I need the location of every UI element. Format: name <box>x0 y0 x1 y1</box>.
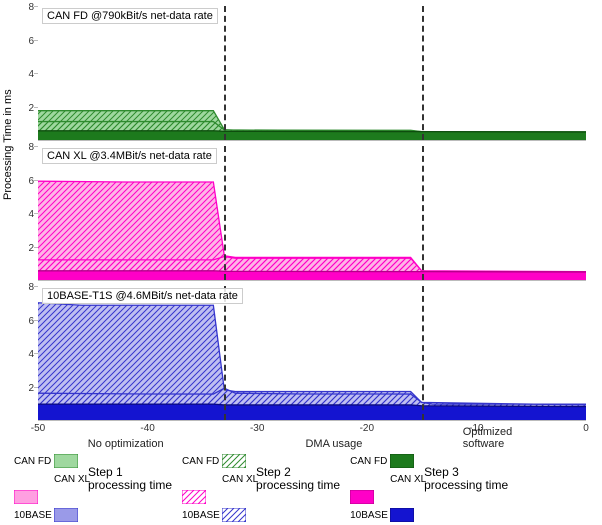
legend-swatch <box>390 454 414 468</box>
legend-swatch <box>222 508 246 522</box>
x-tick-label: -30 <box>250 423 264 434</box>
chart-panel: 2468 10BASE-T1S @4.6MBit/s net-data rate… <box>38 286 586 421</box>
y-tick-label: 2 <box>22 383 34 394</box>
y-tick-label: 2 <box>22 243 34 254</box>
legend-protocol-label: CAN FD <box>350 456 388 467</box>
panel-title: CAN FD @790kBit/s net-data rate <box>42 8 218 24</box>
legend-step-label: Step 1processing time <box>88 466 172 492</box>
legend-protocol-label: 10BASE <box>14 510 52 521</box>
legend-step-label: Step 2processing time <box>256 466 340 492</box>
y-tick-label: 6 <box>22 36 34 47</box>
panel-title: CAN XL @3.4MBit/s net-data rate <box>42 148 217 164</box>
x-tick-label: -50 <box>31 423 45 434</box>
legend-protocol-label: CAN XL <box>390 474 418 485</box>
chart-panel: 2468 CAN FD @790kBit/s net-data rate <box>38 6 586 141</box>
phase-label: DMA usage <box>305 438 362 450</box>
legend-column: CAN FD CAN XL 10BASE Step 2processing ti… <box>182 452 340 524</box>
phase-divider <box>224 6 226 140</box>
legend-protocol-label: 10BASE <box>182 510 220 521</box>
y-tick-label: 8 <box>22 142 34 153</box>
x-tick-label: 0 <box>583 423 589 434</box>
legend-swatch <box>14 490 38 504</box>
legend-protocol-label: CAN FD <box>14 456 52 467</box>
legend-swatch <box>390 508 414 522</box>
legend-protocol-label: 10BASE <box>350 510 388 521</box>
legend-swatch <box>54 454 78 468</box>
legend-step-label: Step 3processing time <box>424 466 508 492</box>
y-tick-label: 4 <box>22 69 34 80</box>
legend-swatch <box>54 508 78 522</box>
legend-swatch <box>350 490 374 504</box>
y-tick-label: 4 <box>22 349 34 360</box>
x-tick-label: -40 <box>140 423 154 434</box>
phase-divider <box>422 146 424 280</box>
legend-swatch <box>182 490 206 504</box>
legend: CAN FDCAN XL10BASEStep 1processing timeC… <box>14 452 594 524</box>
legend-swatch <box>222 454 246 468</box>
phase-divider <box>224 286 226 420</box>
y-axis-label: Processing Time in ms <box>2 89 14 200</box>
y-tick-label: 6 <box>22 176 34 187</box>
phase-label: No optimization <box>88 438 164 450</box>
legend-column: CAN FDCAN XL 10BASE Step 3processing time <box>350 452 508 524</box>
y-tick-label: 2 <box>22 103 34 114</box>
phase-divider <box>224 146 226 280</box>
legend-column: CAN FDCAN XL 10BASE Step 1processing time <box>14 452 172 524</box>
chart-panel: 2468 CAN XL @3.4MBit/s net-data rate <box>38 146 586 281</box>
panel-title: 10BASE-T1S @4.6MBit/s net-data rate <box>42 288 243 304</box>
phase-divider <box>422 286 424 420</box>
phase-label: Optimized software <box>463 426 545 450</box>
phase-divider <box>422 6 424 140</box>
y-tick-label: 8 <box>22 282 34 293</box>
y-tick-label: 6 <box>22 316 34 327</box>
legend-protocol-label: CAN XL <box>222 474 250 485</box>
legend-protocol-label: CAN FD <box>182 456 220 467</box>
y-tick-label: 8 <box>22 2 34 13</box>
legend-protocol-label: CAN XL <box>54 474 82 485</box>
figure: Processing Time in ms 2468 CAN FD @790kB… <box>0 0 602 509</box>
x-tick-label: -20 <box>360 423 374 434</box>
y-tick-label: 4 <box>22 209 34 220</box>
